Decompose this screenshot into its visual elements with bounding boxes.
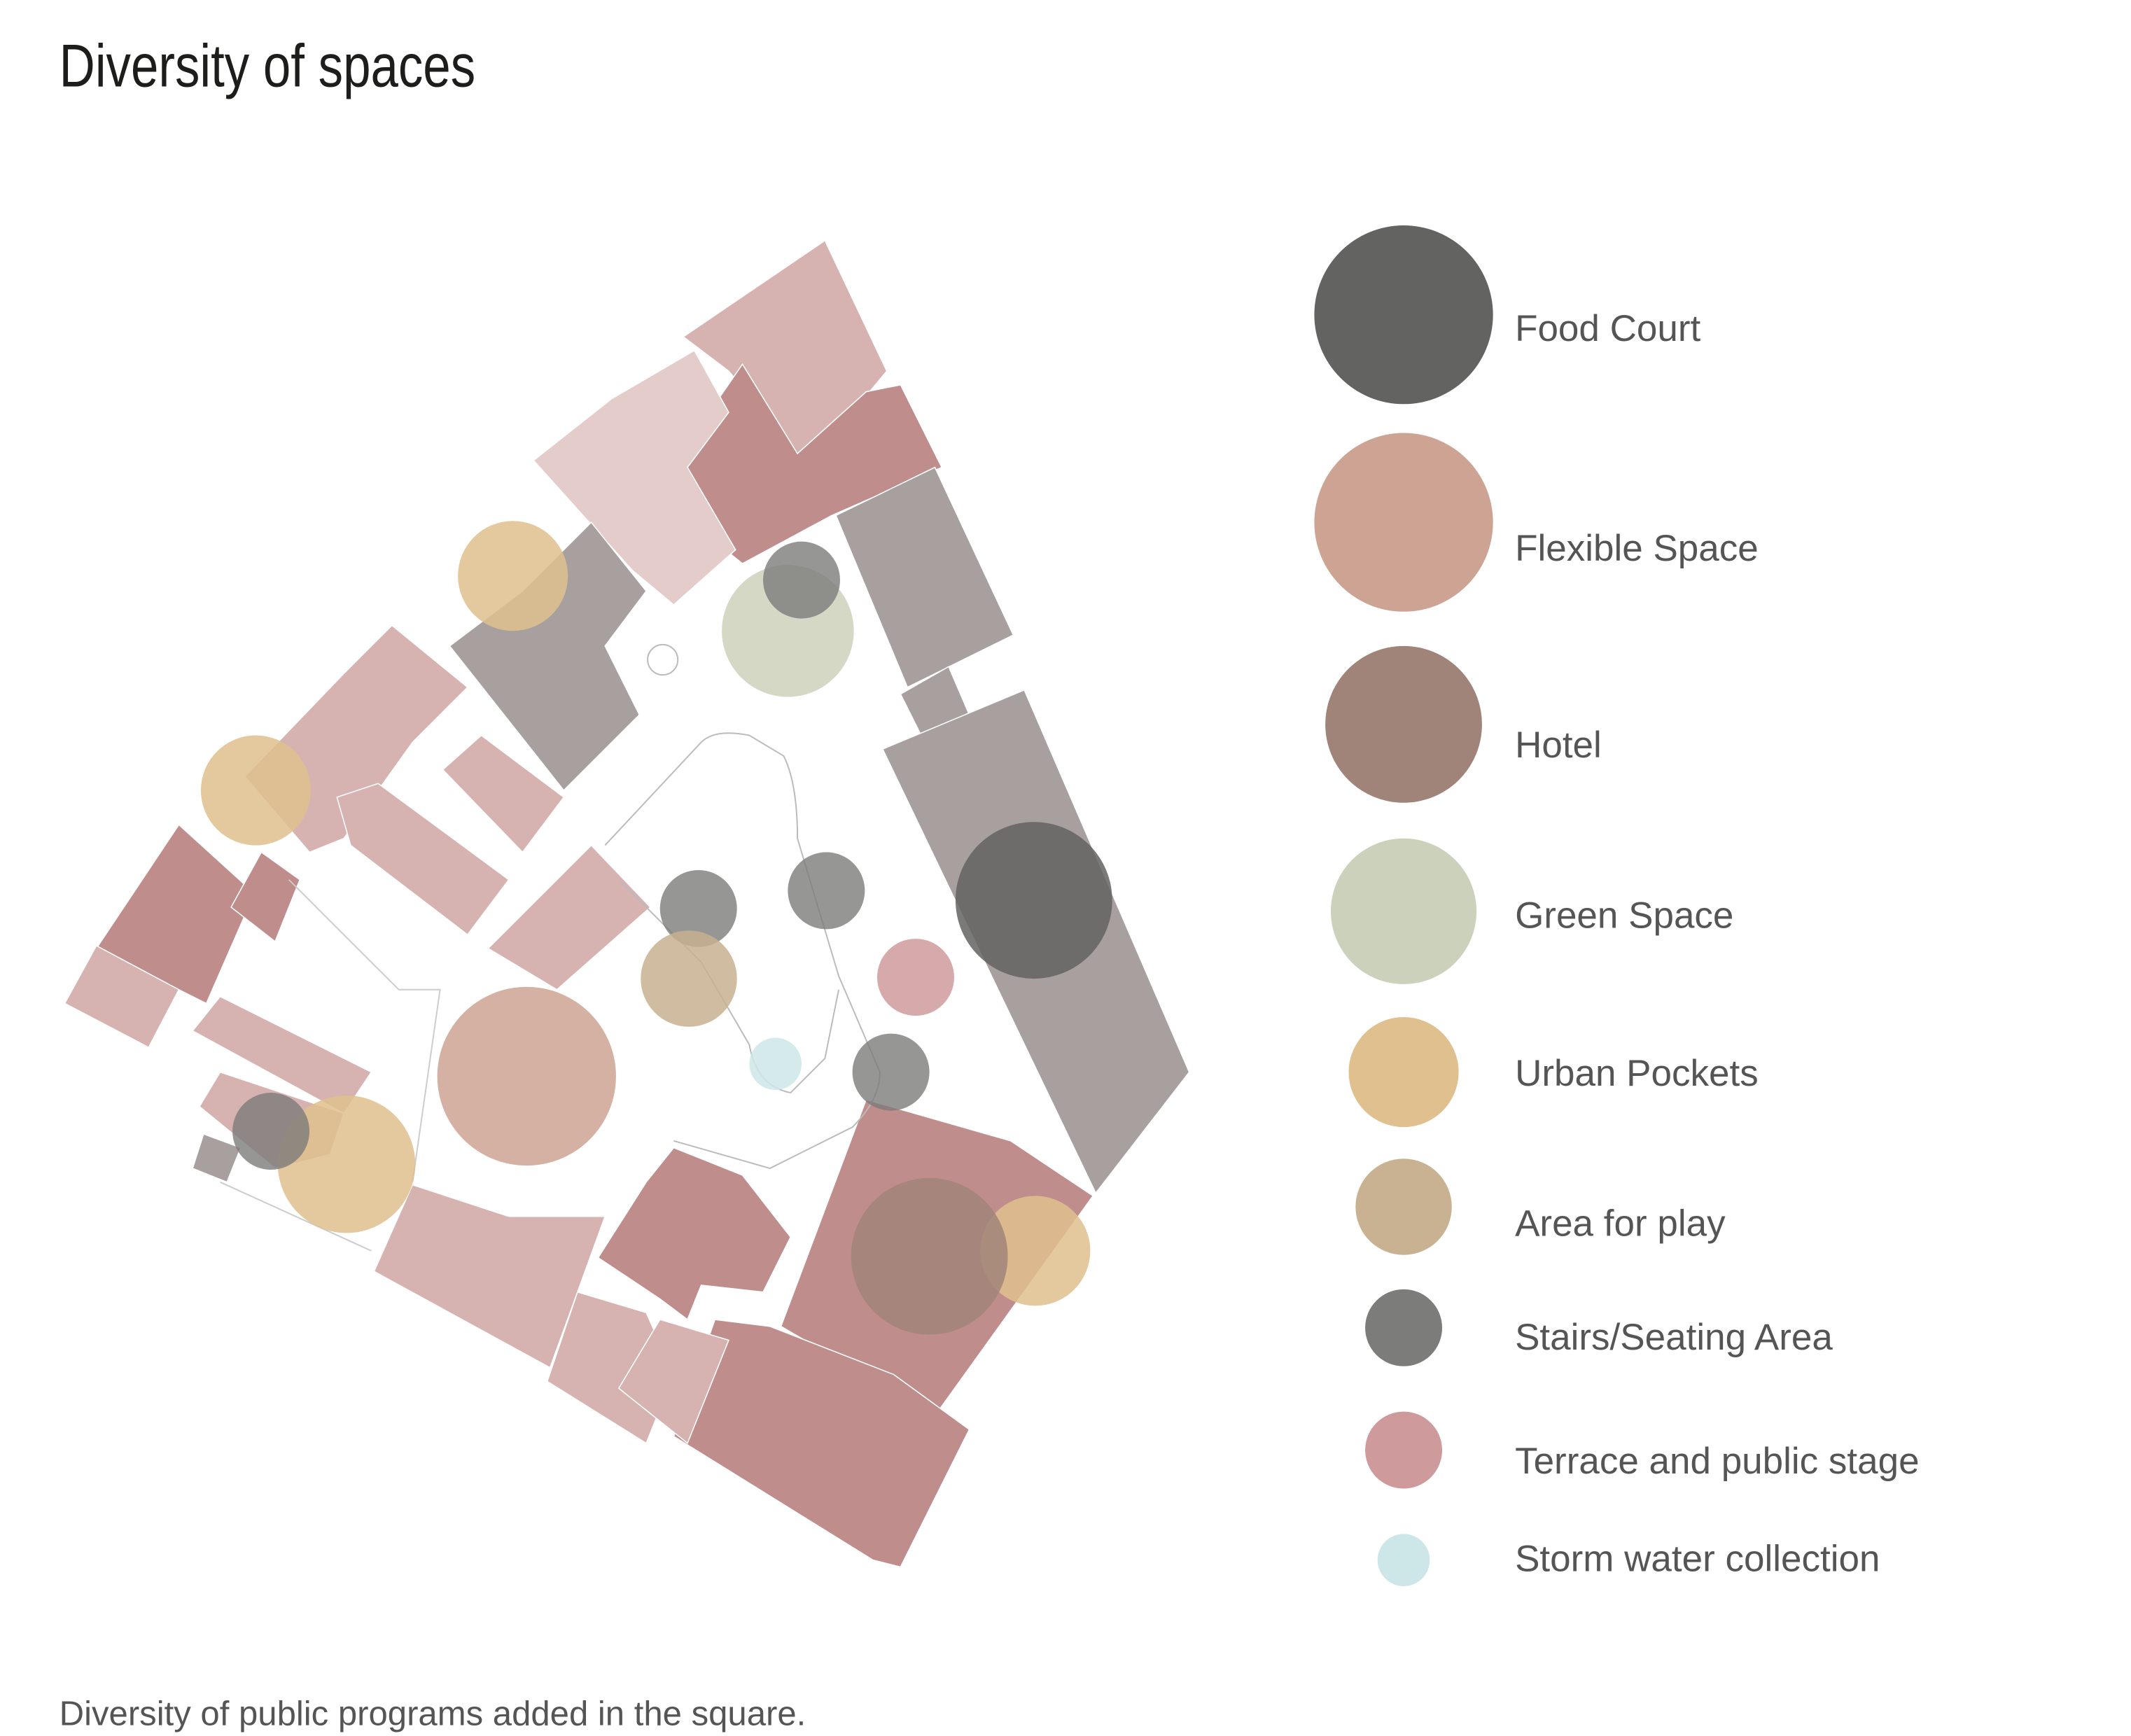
- legend-label: Food Court: [1515, 308, 1700, 349]
- legend-item-stairs: Stairs/Seating Area: [1365, 1289, 1833, 1366]
- legend-item-flex: Flexible Space: [1314, 433, 1759, 612]
- legend-label: Green Space: [1515, 895, 1733, 936]
- legend-swatch: [1314, 225, 1493, 405]
- site-plan: [64, 239, 1190, 1568]
- legend-swatch: [1330, 838, 1477, 984]
- legend-swatch: [1348, 1017, 1459, 1128]
- page-title: Diversity of spaces: [60, 31, 475, 99]
- legend-label: Stairs/Seating Area: [1515, 1317, 1833, 1358]
- legend-label: Flexible Space: [1515, 528, 1759, 569]
- building-roof: [597, 1147, 792, 1321]
- legend-swatch: [1314, 433, 1493, 612]
- building-roof: [442, 734, 565, 853]
- program-marker-urban: [980, 1196, 1091, 1306]
- program-marker-stairs: [852, 1033, 930, 1111]
- program-marker-terrace: [876, 939, 954, 1016]
- building-roof: [64, 944, 180, 1049]
- building-roof: [673, 1319, 970, 1568]
- program-marker-stairs: [788, 852, 865, 930]
- program-marker-stairs: [763, 541, 840, 619]
- legend-item-terrace: Terrace and public stage: [1365, 1411, 1920, 1489]
- building-roof: [373, 1184, 606, 1368]
- legend-label: Storm water collection: [1515, 1538, 1880, 1579]
- legend-item-food: Food Court: [1314, 225, 1700, 405]
- legend-swatch: [1365, 1289, 1443, 1366]
- caption: Diversity of public programs added in th…: [60, 1695, 806, 1732]
- building-roof: [532, 349, 736, 606]
- legend-swatch: [1365, 1411, 1443, 1489]
- building-roof: [617, 1319, 729, 1445]
- building-roof: [487, 844, 652, 990]
- program-marker-stairs: [659, 869, 737, 947]
- plan-outline: [219, 878, 441, 1252]
- building-roof: [336, 783, 510, 936]
- program-marker-play: [641, 930, 737, 1027]
- legend-label: Area for play: [1515, 1203, 1726, 1244]
- program-marker-urban: [277, 1095, 416, 1233]
- program-marker-hotel: [851, 1177, 1008, 1335]
- legend-label: Urban Pockets: [1515, 1053, 1759, 1094]
- legend-item-hotel: Hotel: [1325, 645, 1602, 803]
- path-outline: [604, 732, 881, 1170]
- program-marker-urban: [200, 735, 311, 846]
- building-roof: [230, 851, 301, 943]
- legend-item-green: Green Space: [1330, 838, 1733, 984]
- program-marker-food: [955, 822, 1112, 979]
- legend-item-play: Area for play: [1355, 1158, 1726, 1255]
- program-marker-flex: [437, 986, 616, 1166]
- plan-feature: [647, 643, 679, 676]
- program-marker-urban: [458, 521, 568, 631]
- legend-label: Hotel: [1515, 724, 1602, 766]
- legend-swatch: [1325, 645, 1482, 803]
- legend-label: Terrace and public stage: [1515, 1441, 1919, 1482]
- program-marker-stairs: [232, 1093, 310, 1170]
- legend-item-urban: Urban Pockets: [1348, 1017, 1759, 1128]
- program-marker-storm: [749, 1037, 802, 1091]
- legend-item-storm: Storm water collection: [1377, 1534, 1880, 1586]
- building-roof: [835, 466, 1014, 688]
- building-roof: [191, 995, 372, 1114]
- legend-swatch: [1355, 1158, 1452, 1255]
- legend-swatch: [1377, 1534, 1430, 1586]
- legend: Food Court Flexible Space Hotel Green Space…: [1314, 225, 1920, 1586]
- building-roof: [192, 1133, 242, 1183]
